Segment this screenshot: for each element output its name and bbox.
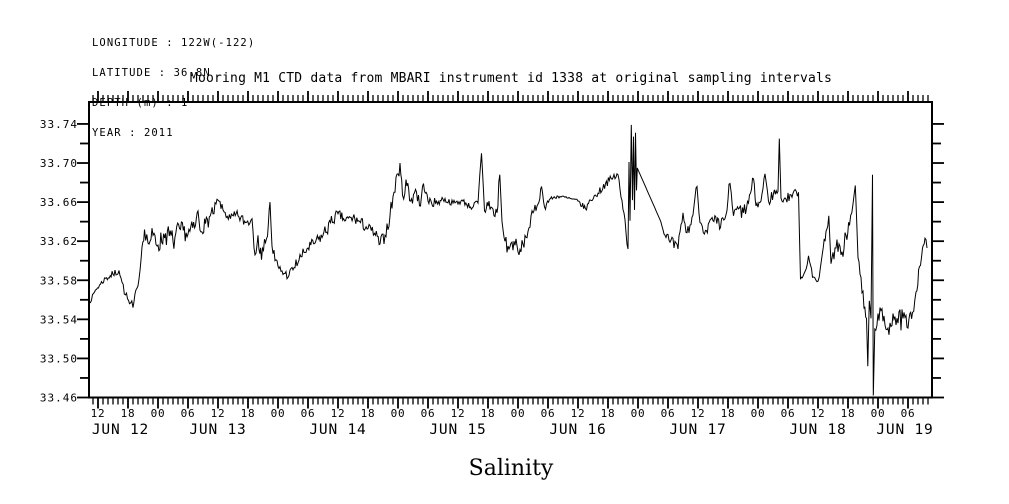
salinity-series-line (89, 124, 928, 396)
x-hour-label: 12 (811, 407, 826, 420)
x-hour-label: 00 (871, 407, 886, 420)
y-tick-label: 33.58 (40, 274, 78, 287)
metadata-year: YEAR : 2011 (92, 127, 174, 139)
x-hour-label: 00 (511, 407, 526, 420)
x-day-label: JUN 13 (189, 422, 246, 438)
y-tick-label: 33.62 (40, 235, 78, 248)
x-day-label: JUN 16 (549, 422, 606, 438)
x-hour-label: 00 (271, 407, 286, 420)
x-hour-label: 12 (451, 407, 466, 420)
x-hour-label: 00 (151, 407, 166, 420)
y-tick-label: 33.50 (40, 352, 78, 365)
x-hour-label: 06 (781, 407, 796, 420)
x-hour-label: 00 (751, 407, 766, 420)
x-day-label: JUN 17 (669, 422, 726, 438)
x-hour-label: 06 (421, 407, 436, 420)
x-day-label: JUN 12 (92, 422, 149, 438)
x-hour-label: 18 (601, 407, 616, 420)
chart-title: Mooring M1 CTD data from MBARI instrumen… (189, 71, 833, 86)
x-hour-label: 18 (121, 407, 136, 420)
x-hour-label: 18 (361, 407, 376, 420)
x-hour-label: 06 (301, 407, 316, 420)
x-hour-label: 06 (181, 407, 196, 420)
x-hour-label: 12 (571, 407, 586, 420)
x-day-label: JUN 14 (309, 422, 366, 438)
y-tick-label: 33.54 (40, 313, 78, 326)
x-day-label: JUN 19 (876, 422, 933, 438)
x-day-label: JUN 15 (429, 422, 486, 438)
x-hour-label: 18 (841, 407, 856, 420)
metadata-longitude: LONGITUDE : 122W(-122) (92, 37, 256, 49)
x-hour-label: 00 (391, 407, 406, 420)
x-hour-label: 12 (331, 407, 346, 420)
y-tick-label: 33.66 (40, 196, 78, 209)
x-hour-label: 06 (661, 407, 676, 420)
y-tick-label: 33.74 (40, 118, 78, 131)
x-hour-label: 12 (91, 407, 106, 420)
x-hour-label: 00 (631, 407, 646, 420)
y-tick-label: 33.46 (40, 392, 78, 405)
x-hour-label: 12 (211, 407, 226, 420)
x-day-label: JUN 18 (789, 422, 846, 438)
x-hour-label: 12 (691, 407, 706, 420)
x-hour-label: 06 (541, 407, 556, 420)
plot-box (88, 101, 933, 399)
x-hour-label: 18 (241, 407, 256, 420)
x-hour-label: 06 (901, 407, 916, 420)
y-tick-label: 33.70 (40, 157, 78, 170)
x-hour-label: 18 (721, 407, 736, 420)
x-hour-label: 18 (481, 407, 496, 420)
axis-title-salinity: Salinity (468, 456, 554, 481)
metadata-latitude: LATITUDE : 36.8N (92, 67, 211, 79)
